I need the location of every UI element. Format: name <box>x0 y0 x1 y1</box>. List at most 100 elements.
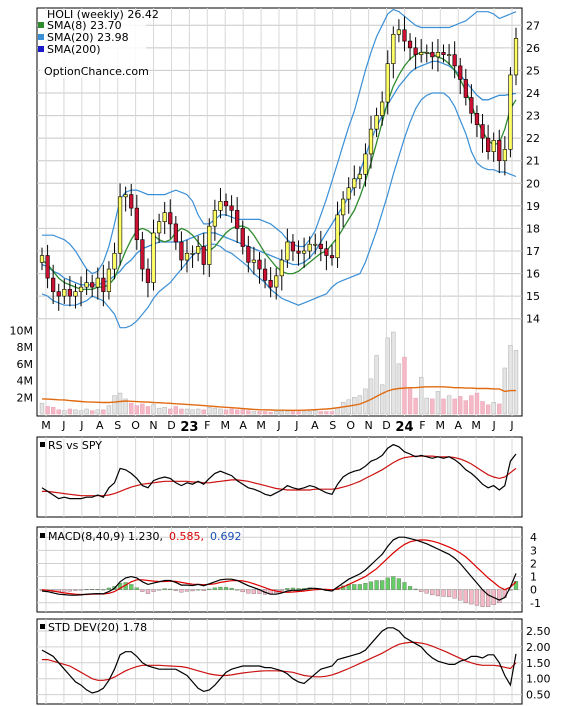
volume-bar <box>190 409 195 415</box>
volume-bar <box>101 409 106 415</box>
macd-histogram-bar <box>129 584 134 590</box>
volume-bar <box>229 408 234 415</box>
volume-bar <box>458 396 463 415</box>
macd-histogram-bar <box>223 587 229 590</box>
volume-bar <box>179 408 184 415</box>
macd-histogram-bar <box>396 578 401 590</box>
candle-body <box>262 268 268 281</box>
macd-histogram-bar <box>84 589 89 591</box>
volume-bar <box>95 409 100 415</box>
candle-body <box>268 280 273 288</box>
macd-histogram-bar <box>151 589 156 592</box>
volume-bar <box>497 403 502 415</box>
macd-histogram-bar <box>452 589 457 599</box>
macd-histogram-bar <box>486 589 491 607</box>
macd-histogram-bar <box>62 589 67 592</box>
volume-bar <box>84 408 89 415</box>
legend-sma8: SMA(8) 23.70 <box>47 19 122 32</box>
volume-bar <box>285 411 290 415</box>
candle-body <box>235 210 240 229</box>
x-month-label: N <box>364 419 372 432</box>
x-month-label: A <box>311 419 319 432</box>
volume-bar <box>246 410 251 415</box>
stddev-line <box>41 627 517 694</box>
candle-body <box>95 277 100 288</box>
candle-body <box>145 268 151 283</box>
macd-histogram-bar <box>95 589 100 590</box>
candle-body <box>341 198 346 216</box>
candlesticks <box>39 16 519 311</box>
candle-body <box>413 47 418 55</box>
candle-body <box>363 153 368 175</box>
candle-body <box>129 194 134 209</box>
volume-bar <box>296 411 301 415</box>
candle-body <box>290 241 296 252</box>
price-tick-label: 23 <box>526 110 540 123</box>
candle-body <box>324 248 329 256</box>
volume-bar <box>251 411 257 415</box>
candle-body <box>179 241 184 261</box>
volume-bar <box>452 398 457 415</box>
macd-legend-label: MACD(8,40,9) 1.230, <box>48 530 163 543</box>
macd-histogram-bar <box>173 589 178 591</box>
volume-bar <box>223 409 229 415</box>
macd-histogram-bar <box>229 587 234 590</box>
macd-histogram-bar <box>391 576 396 590</box>
candle-body <box>201 246 206 265</box>
candle-body <box>39 255 45 263</box>
volume-bar <box>45 406 50 415</box>
volume-bar <box>50 407 56 415</box>
volume-bar <box>318 411 324 415</box>
volume-bar <box>324 411 329 415</box>
candle-body <box>257 259 262 270</box>
macd-histogram-bar <box>212 587 217 590</box>
candle-body <box>513 38 519 76</box>
volume-tick-label: 8M <box>17 341 34 354</box>
macd-histogram-bar <box>117 582 123 590</box>
candle-body <box>441 52 446 55</box>
price-panel: 27 26 25 24 23 22 21 20 19 18 17 16 15 14 10M 8M 6M 4M 2M… <box>10 7 540 435</box>
macd-tick-label: 0 <box>530 584 537 597</box>
volume-tick-label: 10M <box>10 324 34 337</box>
candle-body <box>240 228 245 247</box>
x-month-label: S <box>114 419 121 432</box>
volume-bar <box>307 411 312 415</box>
macd-histogram-bar <box>424 589 429 594</box>
macd-histogram-bar <box>190 589 195 592</box>
rs-panel: RS vs SPY <box>36 436 523 518</box>
price-tick-label: 24 <box>526 87 540 100</box>
candle-body <box>469 97 474 114</box>
candle-body <box>106 268 112 292</box>
candle-body <box>90 282 95 288</box>
legend-title: HOLI (weekly) 26.42 <box>47 8 159 21</box>
volume-bar <box>313 410 318 415</box>
macd-histogram-bar <box>463 589 468 603</box>
candle-body <box>134 207 139 241</box>
candle-body <box>117 196 123 254</box>
candle-body <box>151 232 156 283</box>
legend-sma200: SMA(200) <box>47 43 101 56</box>
candle-body <box>486 137 491 152</box>
volume-bar <box>469 395 474 415</box>
candle-body <box>73 291 78 297</box>
price-tick-label: 17 <box>526 245 540 258</box>
candle-body <box>329 255 335 259</box>
price-tick-label: 16 <box>526 268 540 281</box>
volume-bar <box>134 405 139 415</box>
macd-histogram-bar <box>279 589 284 591</box>
macd-tick-label: 2 <box>530 557 537 570</box>
volume-bar <box>145 406 151 415</box>
volume-bar <box>268 412 273 415</box>
volume-bar <box>62 410 67 415</box>
price-y-axis: 27 26 25 24 23 22 21 20 19 18 17 16 15 14 <box>526 19 540 325</box>
macd-histogram-bar <box>162 588 167 590</box>
volume-bar <box>73 409 78 415</box>
candle-body <box>497 140 502 162</box>
macd-histogram-bar <box>218 586 223 590</box>
x-month-label: O <box>346 419 355 432</box>
stddev-title: STD DEV(20) 1.78 <box>48 621 147 634</box>
volume-bar <box>485 404 491 415</box>
volume-bar <box>463 400 469 415</box>
stddev-tick-label: 0.50 <box>526 689 551 702</box>
